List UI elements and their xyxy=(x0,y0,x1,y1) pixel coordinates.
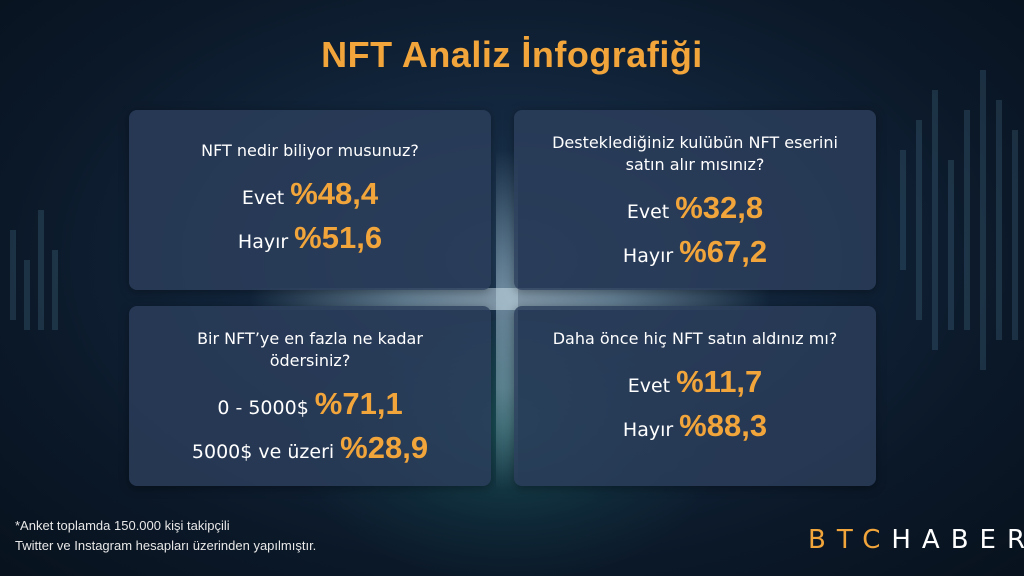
footnote-line: Twitter ve Instagram hesapları üzerinden… xyxy=(15,538,317,553)
footnote-line: *Anket toplamda 150.000 kişi takipçili xyxy=(15,518,230,533)
answer-row: Evet %32,8 xyxy=(514,190,876,226)
answer-label: Evet xyxy=(627,375,671,397)
answer-row: 5000$ ve üzeri %28,9 xyxy=(129,430,491,466)
answer-label: 0 - 5000$ xyxy=(217,397,309,419)
candlestick-decoration xyxy=(1012,130,1018,340)
survey-card-max-price: Bir NFT’ye en fazla ne kadar ödersiniz? … xyxy=(129,306,491,486)
answer-label: Evet xyxy=(241,187,285,209)
question-text: Bir NFT’ye en fazla ne kadar ödersiniz? xyxy=(197,329,423,370)
answer-row: Evet %11,7 xyxy=(514,364,876,400)
btchaber-logo: BTCHABER xyxy=(808,525,1024,555)
candlestick-decoration xyxy=(980,70,986,370)
page-title: NFT Analiz İnfografiği xyxy=(321,34,703,75)
answer-label: 5000$ ve üzeri xyxy=(191,441,335,463)
answer-label: Hayır xyxy=(237,231,289,253)
survey-card-club-nft-purchase: Desteklediğiniz kulübün NFT eserini satı… xyxy=(514,110,876,290)
answer-label: Hayır xyxy=(622,419,674,441)
answer-row: Hayır %88,3 xyxy=(514,408,876,444)
answer-percentage: %88,3 xyxy=(679,408,768,443)
candlestick-decoration xyxy=(24,260,30,330)
answer-row: Evet %48,4 xyxy=(129,176,491,212)
answer-percentage: %48,4 xyxy=(290,176,379,211)
question-text: Desteklediğiniz kulübün NFT eserini satı… xyxy=(552,133,838,174)
candlestick-decoration xyxy=(932,90,938,350)
candlestick-decoration xyxy=(996,100,1002,340)
answer-percentage: %28,9 xyxy=(340,430,429,465)
answer-label: Evet xyxy=(626,201,670,223)
answer-percentage: %11,7 xyxy=(676,364,763,399)
answer-row: Hayır %51,6 xyxy=(129,220,491,256)
answer-percentage: %71,1 xyxy=(314,386,403,421)
candlestick-decoration xyxy=(948,160,954,330)
survey-footnote: *Anket toplamda 150.000 kişi takipçili T… xyxy=(15,516,316,556)
candlestick-decoration xyxy=(38,210,44,330)
answer-percentage: %67,2 xyxy=(679,234,768,269)
logo-part-haber: HABER xyxy=(891,525,1024,555)
answer-row: Hayır %67,2 xyxy=(514,234,876,270)
candlestick-decoration xyxy=(10,230,16,320)
candlestick-decoration xyxy=(916,120,922,320)
question-text: Daha önce hiç NFT satın aldınız mı? xyxy=(552,329,838,348)
candlestick-decoration xyxy=(52,250,58,330)
question-text: NFT nedir biliyor musunuz? xyxy=(201,141,419,160)
answer-row: 0 - 5000$ %71,1 xyxy=(129,386,491,422)
answer-percentage: %32,8 xyxy=(675,190,764,225)
logo-part-btc: BTC xyxy=(808,525,892,555)
survey-card-nft-knowledge: NFT nedir biliyor musunuz? Evet %48,4 Hay… xyxy=(129,110,491,290)
answer-label: Hayır xyxy=(622,245,674,267)
answer-percentage: %51,6 xyxy=(294,220,383,255)
candlestick-decoration xyxy=(900,150,906,270)
survey-card-purchased-before: Daha önce hiç NFT satın aldınız mı? Evet… xyxy=(514,306,876,486)
candlestick-decoration xyxy=(964,110,970,330)
